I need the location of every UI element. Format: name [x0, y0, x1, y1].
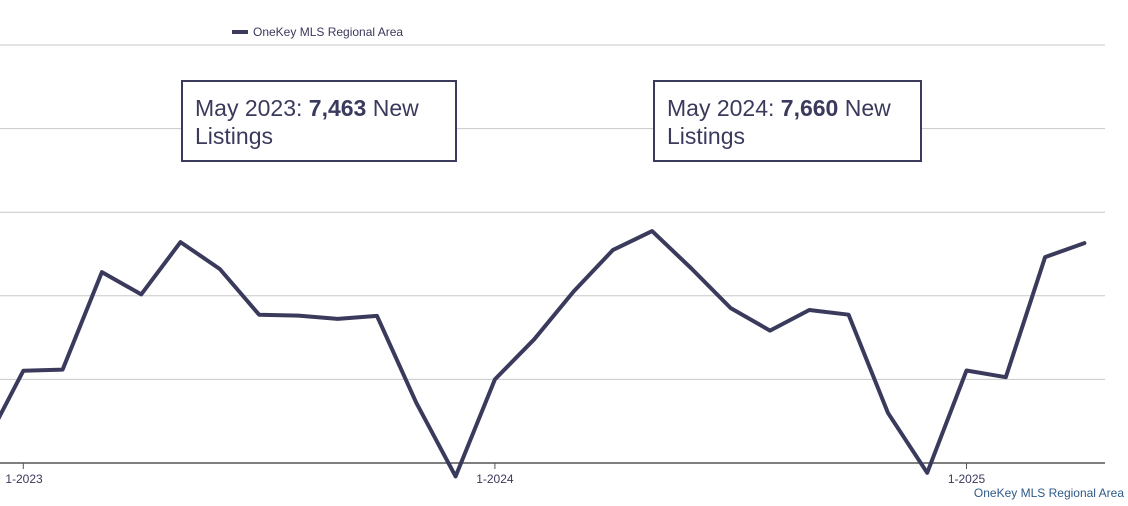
callout-suffix: New Listings [195, 95, 419, 149]
x-axis-ticks: 1-2023 1-2024 1-2025 [5, 463, 986, 486]
callout-prefix: May 2024: [667, 95, 781, 121]
series-line-onekey-mls [0, 229, 1087, 479]
callout-value: 7,463 [308, 95, 367, 121]
callout-suffix: New Listings [667, 95, 891, 149]
x-tick-label: 1-2024 [476, 472, 514, 486]
callout-may-2023: May 2023: 7,463 New Listings [181, 80, 457, 162]
callout-may-2024: May 2024: 7,660 New Listings [653, 80, 922, 162]
gridlines [0, 44, 1105, 380]
x-tick-label: 1-2025 [948, 472, 986, 486]
legend-swatch [232, 30, 248, 34]
callout-value: 7,660 [780, 95, 839, 121]
source-label: OneKey MLS Regional Area [973, 486, 1124, 500]
legend: OneKey MLS Regional Area [232, 25, 403, 39]
x-tick-label: 1-2023 [5, 472, 43, 486]
callout-prefix: May 2023: [195, 95, 309, 121]
legend-label: OneKey MLS Regional Area [253, 25, 404, 39]
